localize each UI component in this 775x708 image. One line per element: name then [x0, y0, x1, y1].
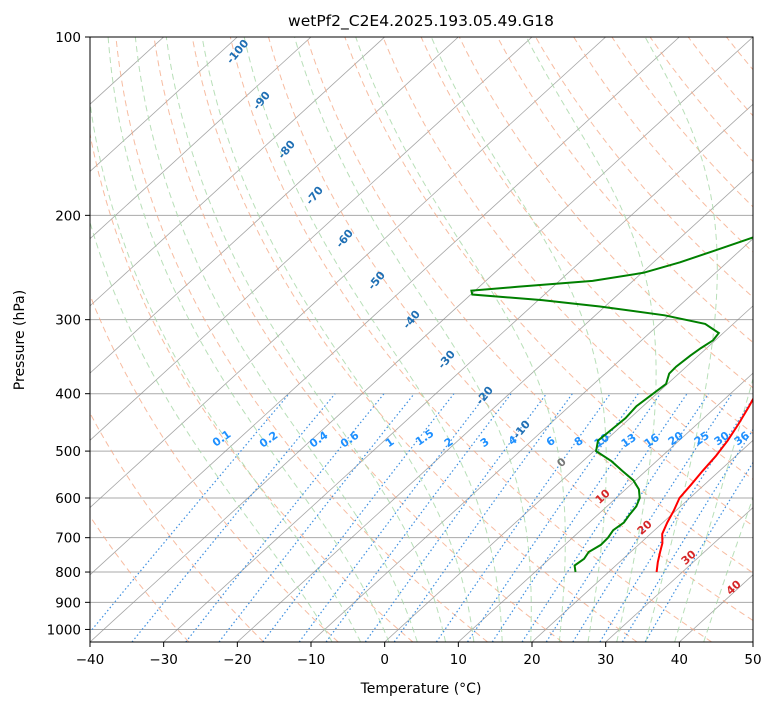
dry-adiabat-line	[649, 37, 753, 163]
x-tick-label: 40	[671, 652, 688, 668]
isotherm-line	[90, 37, 606, 509]
isotherm-line	[531, 439, 753, 642]
x-tick-label: −20	[223, 652, 252, 668]
moist-adiabat-line	[90, 220, 333, 642]
x-tick-label: 0	[380, 652, 389, 668]
plot-frame	[89, 36, 754, 643]
mixing-ratio-line	[90, 393, 290, 633]
dry-adiabat-line	[458, 37, 753, 389]
dry-adiabat-line	[573, 37, 753, 253]
dry-adiabat-line	[420, 37, 753, 435]
mixing-ratio-line	[218, 393, 415, 642]
mixing-ratio-lines	[90, 393, 753, 642]
moist-adiabat-line	[201, 37, 475, 642]
x-axis-label: Temperature (°C)	[360, 681, 482, 697]
isotherm-line	[90, 37, 238, 172]
x-tick-label: −40	[76, 652, 105, 668]
y-tick-label: 900	[55, 595, 81, 611]
dry-adiabat-line	[229, 37, 712, 642]
moist-adiabat-line	[355, 37, 566, 642]
isotherm-line	[458, 372, 753, 642]
moist-adiabat-line	[674, 377, 753, 642]
moist-adiabat-line	[430, 37, 607, 642]
isotherm-line	[90, 37, 753, 642]
mixing-ratio-line	[131, 393, 336, 642]
y-tick-label: 1000	[47, 622, 81, 638]
moist-adiabat-line	[294, 37, 532, 642]
y-axis-ticks: 100 200 300 400 500 600 700 800 900 1000	[47, 30, 90, 638]
mixing-ratio-line	[364, 393, 547, 642]
isotherm-line	[237, 170, 753, 642]
x-axis-ticks: −40 −30 −20 −10 0 10 20 30 40 50	[76, 642, 762, 668]
moist-adiabat-line	[644, 37, 718, 642]
dry-adiabat-line	[90, 412, 264, 642]
isotherm-line	[90, 37, 533, 441]
dry-adiabat-line	[268, 37, 753, 622]
x-tick-label: 20	[523, 652, 540, 668]
isotherm-line	[90, 37, 385, 307]
isotherm-line	[605, 507, 753, 642]
dry-adiabat-line	[90, 131, 414, 642]
moist-adiabats	[90, 37, 753, 642]
x-tick-label: −30	[149, 652, 178, 668]
y-tick-label: 400	[55, 387, 81, 403]
dry-adiabat-line	[90, 293, 339, 642]
dry-adiabat-line	[191, 37, 638, 642]
mixing-ratio-line	[185, 393, 385, 642]
mixing-ratio-line	[621, 428, 753, 642]
dry-adiabat-line	[344, 37, 753, 527]
chart-title: wetPf2_C2E4.2025.193.05.49.G18	[288, 12, 554, 31]
y-tick-label: 500	[55, 444, 81, 460]
mixing-ratio-line	[521, 393, 688, 642]
y-tick-label: 600	[55, 491, 81, 507]
mixing-ratio-line	[599, 397, 753, 642]
y-axis-label: Pressure (hPa)	[12, 290, 28, 390]
moist-adiabat-line	[243, 37, 503, 642]
isotherm-grid	[90, 37, 753, 642]
y-tick-label: 100	[55, 30, 81, 46]
mixing-ratio-line	[572, 393, 733, 642]
dry-adiabat-line	[115, 37, 488, 642]
isotherm-line	[90, 37, 680, 576]
y-tick-label: 200	[55, 208, 81, 224]
mixing-ratio-line	[491, 393, 661, 642]
dry-adiabats	[90, 37, 753, 642]
mixing-ratio-line	[262, 393, 455, 642]
mixing-ratio-line	[393, 393, 573, 642]
mixing-ratio-line	[644, 461, 753, 642]
isotherm-line	[310, 238, 753, 642]
isotherm-line	[163, 103, 753, 642]
y-tick-label: 300	[55, 313, 81, 329]
y-tick-label: 700	[55, 531, 81, 547]
dry-adiabat-line	[496, 37, 753, 344]
x-tick-label: 10	[450, 652, 467, 668]
moist-adiabat-line	[107, 37, 390, 642]
isotherm-line	[384, 305, 753, 642]
dry-adiabat-line	[153, 37, 563, 642]
moist-adiabat-line	[703, 496, 753, 642]
mixing-ratio-line	[545, 393, 709, 642]
dry-adiabat-line	[306, 37, 753, 574]
y-tick-label: 800	[55, 565, 81, 581]
isotherm-line	[90, 37, 312, 240]
isotherm-line	[90, 37, 459, 374]
moist-adiabat-line	[165, 37, 447, 642]
x-tick-label: 50	[744, 652, 761, 668]
x-tick-label: −10	[297, 652, 326, 668]
moist-adiabat-line	[90, 99, 362, 642]
temperature-line	[655, 397, 753, 573]
moist-adiabat-line	[134, 37, 418, 642]
mixing-ratio-line	[435, 393, 611, 642]
dewpoint-line	[470, 236, 753, 573]
x-tick-label: 30	[597, 652, 614, 668]
